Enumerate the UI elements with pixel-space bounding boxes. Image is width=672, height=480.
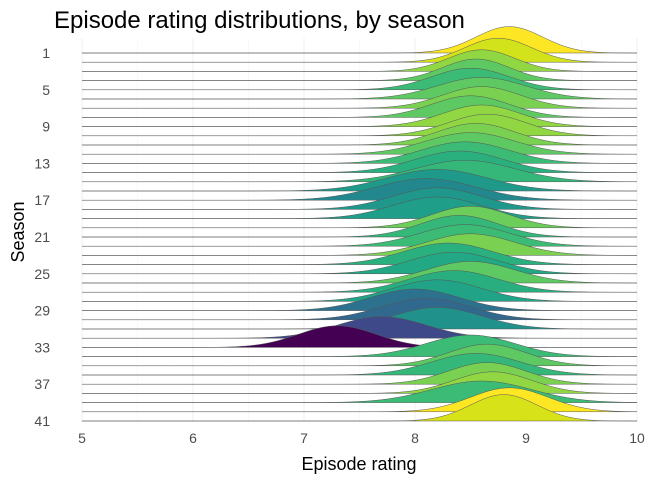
ridge-season-18	[82, 187, 637, 210]
y-tick-label: 9	[42, 119, 50, 135]
y-tick-label: 5	[42, 82, 50, 98]
ridge-season-24	[82, 242, 637, 265]
ridges	[82, 26, 638, 422]
ridge-season-17	[82, 178, 637, 201]
x-tick-label: 9	[522, 430, 530, 446]
x-tick-label: 8	[411, 430, 419, 446]
y-tick-label: 21	[34, 229, 50, 245]
y-tick-label: 1	[42, 45, 50, 61]
ridge-season-32	[82, 316, 637, 339]
ridge-season-41	[82, 394, 638, 422]
ridge-season-20	[82, 205, 637, 229]
y-tick-label: 41	[34, 413, 50, 429]
y-tick-label: 29	[34, 303, 50, 319]
ridge-season-23	[82, 233, 638, 256]
y-tick-label: 13	[34, 155, 50, 171]
y-tick-label: 33	[34, 339, 50, 355]
ridge-season-29	[82, 288, 637, 311]
x-tick-label: 5	[78, 430, 86, 446]
x-tick-labels: 5 6 7 8 9 10	[78, 430, 645, 446]
ridge-season-15	[82, 159, 638, 183]
grid-lines	[81, 38, 638, 422]
x-tick-label: 6	[189, 430, 197, 446]
ridge-season-16	[82, 169, 638, 192]
y-axis-title: Season	[8, 201, 28, 262]
x-axis-title: Episode rating	[301, 454, 416, 474]
y-tick-label: 37	[34, 376, 50, 392]
ridge-season-27	[82, 270, 638, 293]
chart-title: Episode rating distributions, by season	[54, 7, 465, 34]
ridge-season-26	[82, 261, 638, 284]
y-tick-labels: 1 5 9 13 17 21 25 29 33 37 41	[34, 45, 50, 429]
y-tick-label: 17	[34, 192, 50, 208]
ridge-season-30	[82, 297, 637, 321]
x-tick-label: 7	[300, 430, 308, 446]
x-tick-label: 10	[629, 430, 645, 446]
ridge-season-33	[82, 325, 637, 348]
y-tick-label: 25	[34, 266, 50, 282]
ridge-season-28	[82, 279, 637, 302]
